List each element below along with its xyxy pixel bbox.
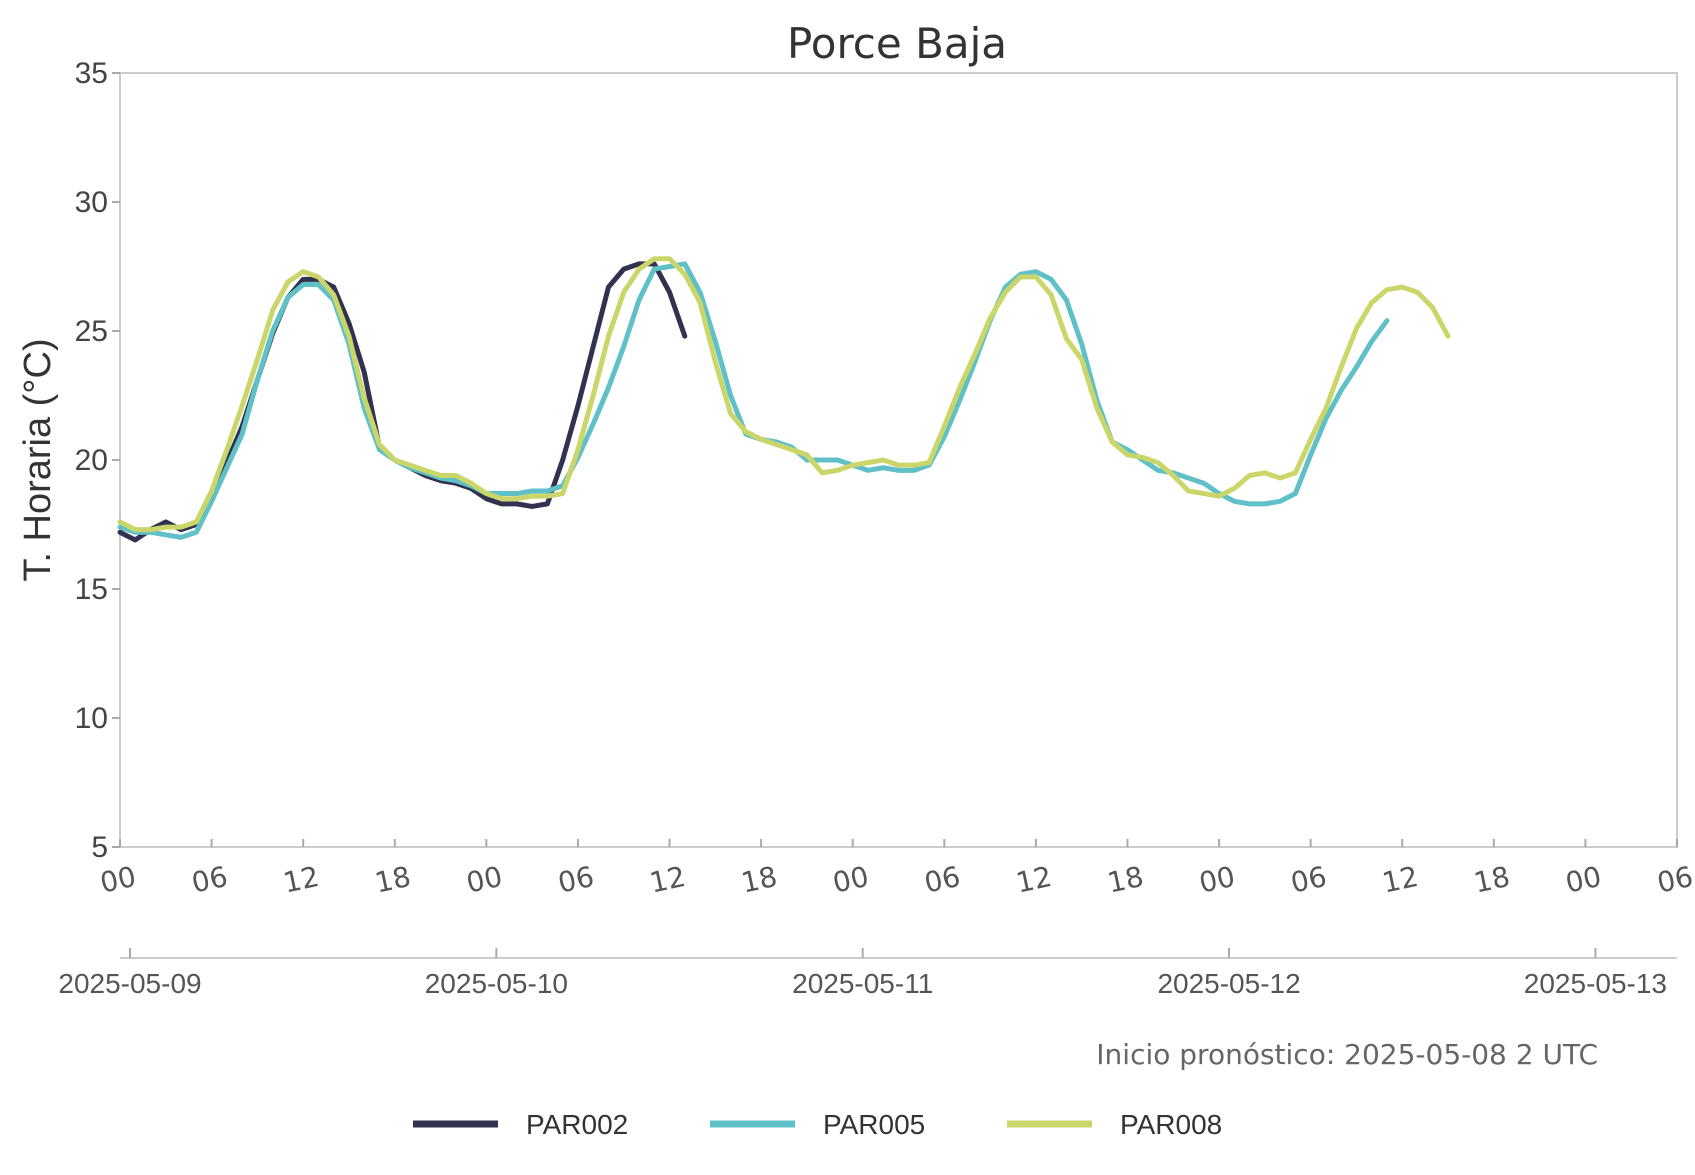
legend-item-par005: PAR005 — [710, 1109, 925, 1140]
series-line-par008 — [117, 256, 1451, 533]
y-tick-label: 30 — [75, 186, 108, 219]
x-axis-hours: 00 06 12 18 00 06 12 18 00 06 12 18 00 06 12 18 00 06 — [97, 839, 1695, 900]
y-tick-label: 35 — [75, 57, 108, 90]
x-tick-label: 00 — [464, 860, 506, 900]
y-tick-label: 20 — [75, 444, 108, 477]
plot-area-frame — [119, 72, 1678, 848]
x-tick-label: 12 — [647, 860, 689, 900]
x-tick-label: 00 — [1563, 860, 1605, 900]
date-tick-label: 2025-05-10 — [425, 968, 568, 999]
x-tick-label: 06 — [921, 860, 963, 900]
y-axis-label: T. Horaria (°C) — [17, 338, 59, 581]
x-tick-label: 12 — [1379, 860, 1421, 900]
x-axis-dates: 2025-05-09 2025-05-10 2025-05-11 2025-05-12… — [58, 948, 1667, 999]
date-tick-label: 2025-05-12 — [1157, 968, 1300, 999]
legend: PAR002 PAR005 PAR008 — [413, 1109, 1222, 1140]
y-tick-label: 10 — [75, 702, 108, 735]
x-tick-label: 00 — [1196, 860, 1238, 900]
x-tick-label: 06 — [1288, 860, 1330, 900]
x-tick-label: 12 — [1013, 860, 1055, 900]
x-tick-label: 18 — [372, 860, 414, 900]
legend-item-par008: PAR008 — [1007, 1109, 1222, 1140]
x-tick-label: 18 — [738, 860, 780, 900]
x-tick-label: 06 — [189, 860, 231, 900]
date-tick-label: 2025-05-11 — [792, 968, 933, 999]
y-tick-label: 5 — [91, 831, 108, 864]
x-tick-label: 00 — [97, 860, 139, 900]
legend-item-par002: PAR002 — [413, 1109, 628, 1140]
legend-label: PAR002 — [526, 1109, 628, 1140]
legend-label: PAR008 — [1120, 1109, 1222, 1140]
x-tick-label: 12 — [280, 860, 322, 900]
y-tick-label: 15 — [75, 573, 108, 606]
x-tick-label: 18 — [1105, 860, 1147, 900]
series-line-par005 — [117, 261, 1390, 540]
forecast-start-note: Inicio pronóstico: 2025-05-08 2 UTC — [1096, 1038, 1598, 1071]
x-tick-label: 06 — [1654, 860, 1695, 900]
chart-title: Porce Baja — [787, 19, 1007, 68]
legend-label: PAR005 — [823, 1109, 925, 1140]
x-tick-label: 18 — [1471, 860, 1513, 900]
series-layer — [117, 256, 1451, 543]
y-axis: 5 10 15 20 25 30 35 — [75, 57, 120, 864]
x-tick-label: 06 — [555, 860, 597, 900]
date-tick-label: 2025-05-13 — [1524, 968, 1667, 999]
y-tick-label: 25 — [75, 315, 108, 348]
x-tick-label: 00 — [830, 860, 872, 900]
date-tick-label: 2025-05-09 — [58, 968, 201, 999]
